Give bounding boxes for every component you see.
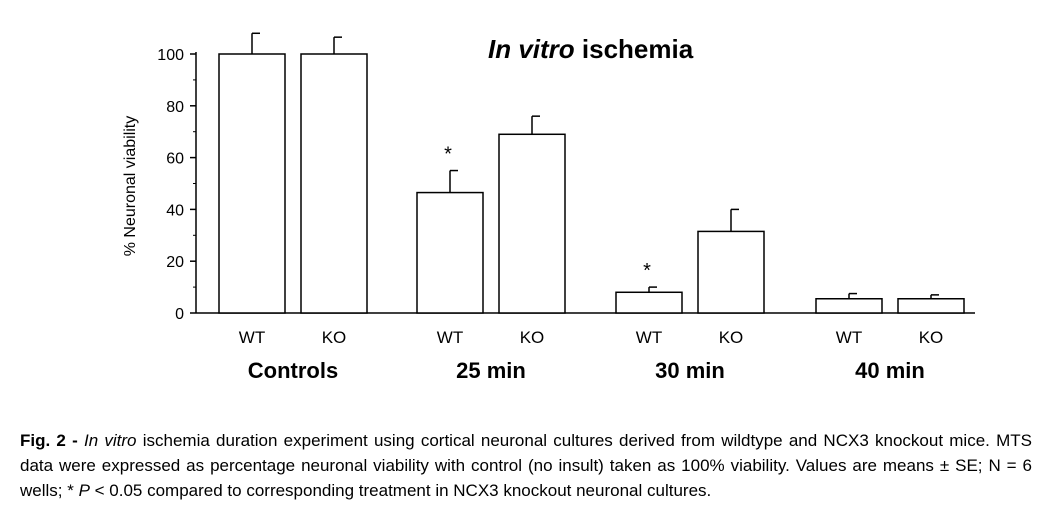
significance-star: * xyxy=(444,144,452,166)
significance-star: * xyxy=(643,260,651,282)
caption-fig-label: Fig. 2 - xyxy=(20,431,78,450)
bar-wt xyxy=(815,298,883,314)
caption-text-1: ischemia duration experiment using corti… xyxy=(20,431,1032,500)
y-tick-label: 100 xyxy=(157,47,184,64)
y-tick-label: 40 xyxy=(166,202,184,219)
group-label: 40 min xyxy=(855,358,925,383)
bar-ko xyxy=(897,298,965,314)
bar-label: KO xyxy=(919,328,944,347)
y-axis-label: % Neuronal viability xyxy=(122,116,139,257)
bar-ko xyxy=(300,53,368,314)
labels: WT KO Controls * WT KO 25 min * WT KO 30 min WT KO 40… xyxy=(239,144,944,383)
group-label: Controls xyxy=(248,358,338,383)
figure-caption: Fig. 2 - In vitro ischemia duration expe… xyxy=(20,428,1032,503)
bar-wt xyxy=(218,53,286,314)
chart-title-italic: In vitro xyxy=(488,34,575,64)
caption-text-2: < 0.05 compared to corresponding treatme… xyxy=(89,481,712,500)
bar-ko xyxy=(697,230,765,314)
group-label: 30 min xyxy=(655,358,725,383)
bar-label: WT xyxy=(836,328,862,347)
chart-title: In vitro ischemia xyxy=(488,34,694,64)
bar-label: WT xyxy=(239,328,265,347)
bars xyxy=(218,32,965,314)
chart: In vitro ischemia % Neuronal viability 0… xyxy=(122,32,975,383)
y-tick-label: 20 xyxy=(166,254,184,271)
caption-italic-invitro: In vitro xyxy=(83,431,137,450)
bar-wt xyxy=(615,291,683,314)
caption-italic-p: P xyxy=(78,481,90,500)
bar-ko xyxy=(498,133,566,314)
bar-label: WT xyxy=(437,328,463,347)
bar-label: WT xyxy=(636,328,662,347)
y-tick-label: 60 xyxy=(166,151,184,168)
bar-label: KO xyxy=(322,328,347,347)
y-tick-label: 0 xyxy=(175,306,184,323)
group-label: 25 min xyxy=(456,358,526,383)
bar-wt xyxy=(416,191,484,314)
bar-label: KO xyxy=(520,328,545,347)
chart-title-rest: ischemia xyxy=(575,34,694,64)
bar-label: KO xyxy=(719,328,744,347)
y-tick-label: 80 xyxy=(166,99,184,116)
